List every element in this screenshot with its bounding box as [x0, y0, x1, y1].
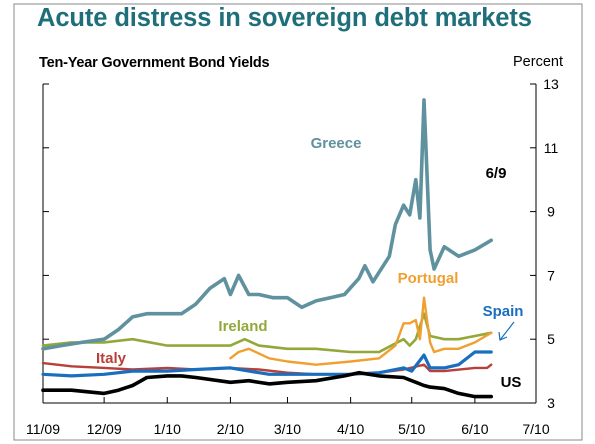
y-tick-label: 13 [543, 76, 559, 92]
x-tick-label: 3/10 [274, 421, 301, 437]
series-label-portugal: Portugal [398, 270, 459, 287]
series-line-us [41, 370, 494, 399]
series-label-spain: Spain [483, 303, 524, 320]
axes: 3 5 7 9 11 13 11/09 12/09 1/10 2/10 3/10 4/10 5/10 6/… [26, 76, 559, 437]
series-line-spain [41, 350, 493, 378]
series-line-greece [41, 98, 494, 351]
x-tick-label: 7/10 [522, 421, 549, 437]
spain-pointer-arrow [499, 321, 515, 341]
y-tick-label: 9 [547, 204, 555, 220]
series-line-portugal [229, 296, 493, 366]
y-tick-label: 11 [544, 140, 559, 156]
x-tick-label: 1/10 [154, 421, 181, 437]
series-label-us: US [501, 374, 522, 391]
spain-pointer-arrowhead [498, 331, 508, 341]
x-tick-label: 4/10 [337, 421, 364, 437]
chart-subtitle: Ten-Year Government Bond Yields [39, 55, 270, 71]
y-tick-label: 3 [547, 395, 555, 411]
series-label-greece: Greece [311, 135, 362, 152]
x-tick-label: 2/10 [217, 421, 244, 437]
x-tick-label: 12/09 [87, 421, 122, 437]
series-labels: Greece Portugal Ireland Spain Italy US 6/9 [96, 135, 523, 391]
series-label-italy: Italy [96, 350, 127, 367]
y-axis-unit: Percent [513, 54, 563, 70]
series-line-ireland [41, 312, 493, 354]
x-tick-label: 6/10 [461, 421, 488, 437]
x-tick-label: 11/09 [26, 421, 60, 437]
chart-frame [13, 3, 583, 441]
y-tick-label: 5 [547, 331, 555, 347]
series-label-ireland: Ireland [218, 318, 267, 335]
series-lines [41, 98, 494, 399]
page-title: Acute distress in sovereign debt markets [37, 4, 532, 32]
date-annotation: 6/9 [486, 165, 507, 182]
x-tick-label: 5/10 [398, 421, 425, 437]
y-tick-label: 7 [547, 267, 555, 283]
